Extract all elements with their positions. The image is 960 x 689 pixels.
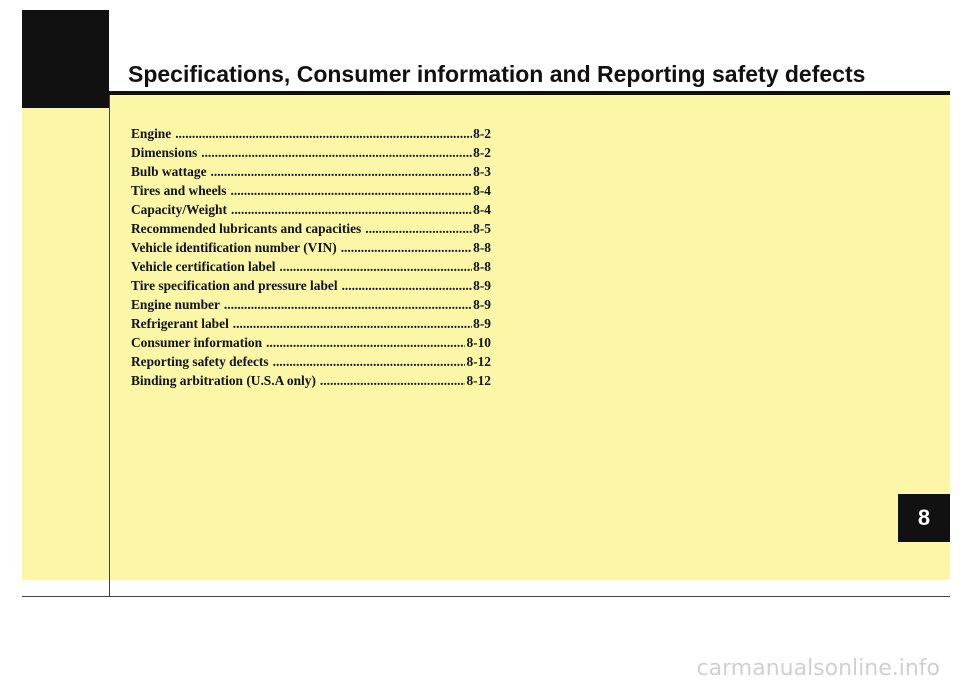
toc-entry[interactable]: Reporting safety defects 8-12 [131,352,491,371]
table-of-contents: Engine8-2 Dimensions8-2 Bulb wattage8-3 … [131,124,491,390]
dot-leader [231,181,473,200]
dot-leader [266,333,465,352]
toc-entry[interactable]: Recommended lubricants and capacities 8-5 [131,219,491,238]
watermark: carmanualsonline.info [696,656,940,681]
toc-entry-label: Recommended lubricants and capacities [131,221,362,236]
toc-entry[interactable]: Capacity/Weight 8-4 [131,200,491,219]
toc-entry[interactable]: Tires and wheels 8-4 [131,181,491,200]
dot-leader [280,257,473,276]
toc-entry-label: Binding arbitration (U.S.A only) [131,373,316,388]
dot-leader [365,219,472,238]
toc-entry[interactable]: Bulb wattage 8-3 [131,162,491,181]
toc-entry-page: 8-8 [473,259,491,274]
corner-block [22,10,109,108]
toc-entry[interactable]: Engine 8-2 [131,124,491,143]
toc-entry-page: 8-12 [466,354,491,369]
toc-entry-label: Engine [131,126,172,141]
toc-entry-label: Bulb wattage [131,164,207,179]
dot-leader [231,200,472,219]
dot-leader [233,314,472,333]
bottom-rule [22,596,950,597]
toc-entry-label: Vehicle certification label [131,259,276,274]
toc-entry[interactable]: Vehicle identification number (VIN) 8-8 [131,238,491,257]
toc-entry-label: Vehicle identification number (VIN) [131,240,337,255]
toc-entry-page: 8-9 [473,297,491,312]
dot-leader [175,124,472,143]
toc-entry[interactable]: Tire specification and pressure label 8-9 [131,276,491,295]
toc-entry-page: 8-2 [473,145,491,160]
dot-leader [211,162,473,181]
toc-entry-page: 8-3 [473,164,491,179]
toc-entry-label: Dimensions [131,145,198,160]
toc-entry-label: Consumer information [131,335,263,350]
toc-entry-page: 8-12 [466,373,491,388]
title-underline [109,91,950,95]
toc-entry-page: 8-9 [473,316,491,331]
toc-entry[interactable]: Consumer information 8-10 [131,333,491,352]
dot-leader [201,143,472,162]
margin-rule [109,95,110,597]
toc-entry-page: 8-4 [473,202,491,217]
toc-entry-page: 8-5 [473,221,491,236]
toc-entry-label: Tire specification and pressure label [131,278,338,293]
toc-entry[interactable]: Engine number 8-9 [131,295,491,314]
dot-leader [342,276,473,295]
chapter-tab[interactable]: 8 [898,494,950,542]
toc-entry-page: 8-9 [473,278,491,293]
toc-entry-label: Tires and wheels [131,183,227,198]
toc-entry-page: 8-2 [473,126,491,141]
toc-entry[interactable]: Dimensions 8-2 [131,143,491,162]
dot-leader [341,238,472,257]
toc-entry[interactable]: Refrigerant label 8-9 [131,314,491,333]
dot-leader [320,371,466,390]
toc-entry[interactable]: Binding arbitration (U.S.A only) 8-12 [131,371,491,390]
toc-entry-label: Capacity/Weight [131,202,227,217]
content-panel [22,94,950,580]
toc-entry-label: Refrigerant label [131,316,229,331]
dot-leader [273,352,466,371]
toc-entry[interactable]: Vehicle certification label 8-8 [131,257,491,276]
toc-entry-page: 8-10 [466,335,491,350]
toc-entry-label: Reporting safety defects [131,354,269,369]
toc-entry-page: 8-8 [473,240,491,255]
toc-entry-label: Engine number [131,297,220,312]
section-title: Specifications, Consumer information and… [128,61,866,87]
toc-entry-page: 8-4 [473,183,491,198]
dot-leader [224,295,472,314]
